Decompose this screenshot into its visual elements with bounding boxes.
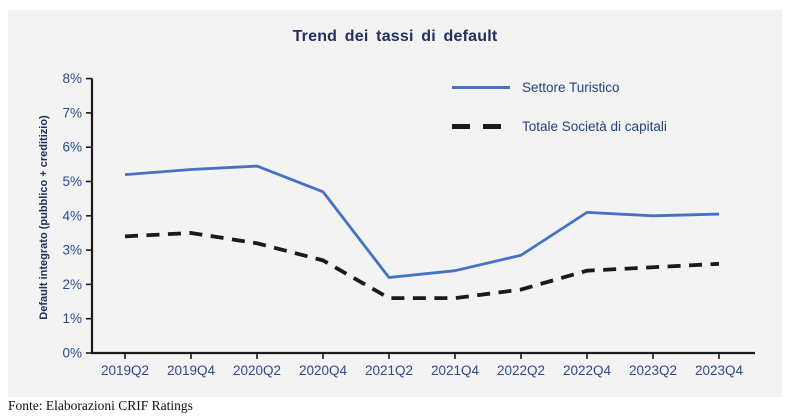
legend-label-settore-turistico: Settore Turistico xyxy=(522,79,620,95)
y-tick-label: 5% xyxy=(62,174,82,189)
source-note: Fonte: Elaborazioni CRIF Ratings xyxy=(8,398,193,413)
y-tick-label: 4% xyxy=(62,208,82,223)
y-axis-title: Default integrato (pubblico + creditizio… xyxy=(38,115,50,320)
x-tick-label: 2021Q2 xyxy=(365,363,413,378)
x-tick-label: 2022Q4 xyxy=(563,363,612,378)
y-tick-label: 3% xyxy=(62,243,82,258)
x-tick-label: 2020Q2 xyxy=(233,363,281,378)
y-tick-label: 7% xyxy=(62,105,82,120)
x-tick-label: 2021Q4 xyxy=(431,363,480,378)
series-line-settore-turistico xyxy=(124,164,720,279)
legend-item-settore-turistico: Settore Turistico xyxy=(452,76,667,98)
chart-panel: Trend dei tassi di default 0% 1% 2% 3% 4% 5% 6… xyxy=(8,10,782,397)
y-tick-label: 0% xyxy=(62,346,82,361)
x-tick-label: 2020Q4 xyxy=(299,363,348,378)
x-tick-label: 2023Q2 xyxy=(629,363,677,378)
x-tick-label: 2019Q2 xyxy=(101,363,149,378)
chart-legend: Settore Turistico Totale Società di capi… xyxy=(452,76,667,137)
chart-title: Trend dei tassi di default xyxy=(292,28,498,45)
y-tick-label: 2% xyxy=(62,277,82,292)
legend-label-totale-societa: Totale Società di capitali xyxy=(522,118,667,134)
x-tick-label: 2023Q4 xyxy=(695,363,744,378)
legend-dashed-line-sample xyxy=(452,123,510,129)
x-tick-label: 2022Q2 xyxy=(497,363,545,378)
plot-area: 0% 1% 2% 3% 4% 5% 6% 7% 8% 2019Q2 2019Q4 2020Q2 2020… xyxy=(62,71,755,378)
series-line-totale-societ-di-capitali xyxy=(124,231,720,301)
legend-item-totale-societa: Totale Società di capitali xyxy=(452,115,667,137)
x-tick-label: 2019Q4 xyxy=(167,363,216,378)
y-tick-label: 6% xyxy=(62,140,82,155)
y-tick-label: 8% xyxy=(62,71,82,86)
legend-solid-line-sample xyxy=(452,85,510,89)
y-tick-label: 1% xyxy=(62,311,82,326)
